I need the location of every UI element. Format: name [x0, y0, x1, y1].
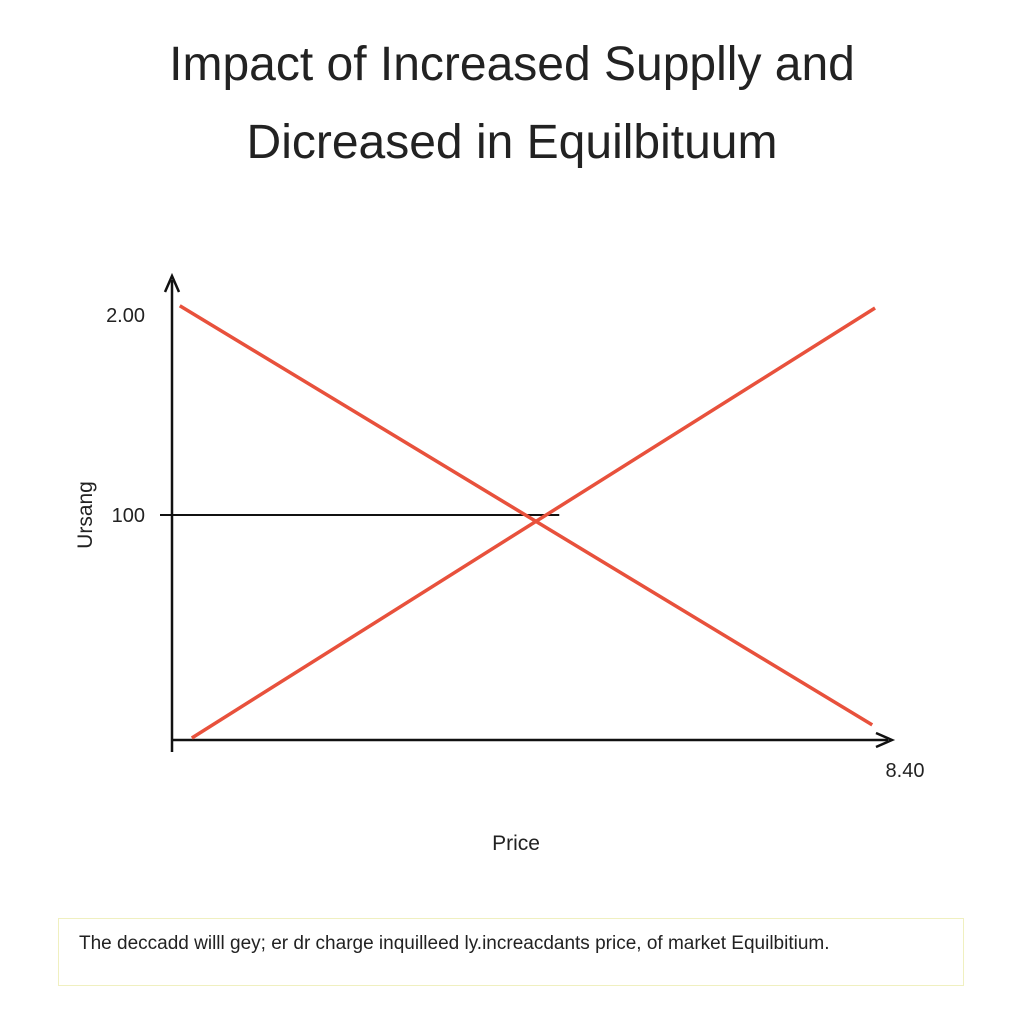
caption-box: The deccadd willl gey; er dr charge inqu…: [58, 918, 964, 986]
supply-line: [190, 306, 876, 740]
x-tick-label: 8.40: [886, 760, 925, 782]
chart-title-line2: Dicreased in Equilbituum: [246, 116, 778, 169]
y-axis-arrow: [163, 272, 181, 293]
x-axis-arrow: [875, 731, 896, 749]
y-tick-label: 100: [112, 505, 145, 527]
demand-line: [178, 304, 874, 727]
y-tick-label: 2.00: [106, 305, 145, 327]
x-axis-label: Price: [492, 832, 540, 855]
chart-title-line1: Impact of Increased Supplly and: [169, 38, 855, 91]
y-axis-label: Ursang: [74, 481, 97, 549]
